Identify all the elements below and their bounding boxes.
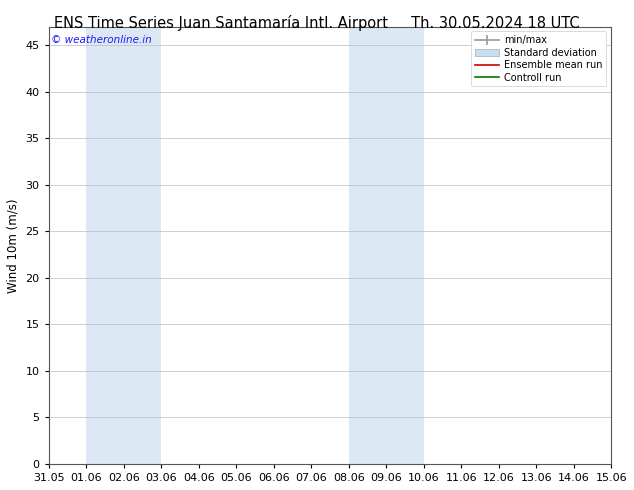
Bar — [349, 26, 424, 464]
Text: © weatheronline.in: © weatheronline.in — [51, 35, 152, 45]
Legend: min/max, Standard deviation, Ensemble mean run, Controll run: min/max, Standard deviation, Ensemble me… — [471, 31, 606, 86]
Y-axis label: Wind 10m (m/s): Wind 10m (m/s) — [7, 198, 20, 293]
Bar — [611, 26, 630, 464]
Text: ENS Time Series Juan Santamaría Intl. Airport     Th. 30.05.2024 18 UTC: ENS Time Series Juan Santamaría Intl. Ai… — [54, 15, 580, 31]
Bar — [86, 26, 161, 464]
